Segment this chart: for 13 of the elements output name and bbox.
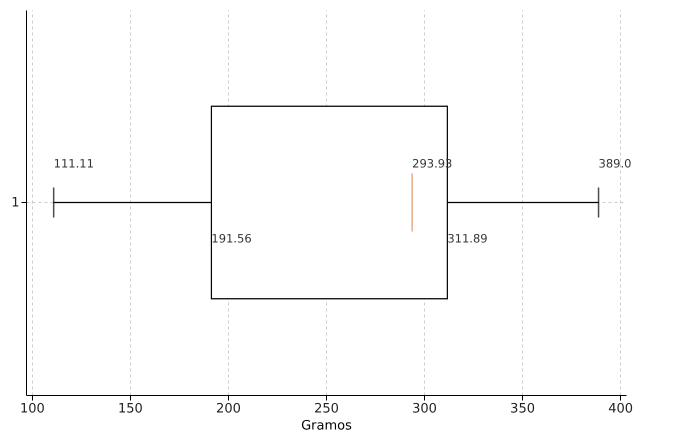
- x-tick-label: 400: [608, 402, 634, 416]
- x-tick-label: 100: [20, 402, 45, 416]
- y-tick-label: 1: [11, 196, 20, 210]
- x-tick-label: 300: [412, 402, 437, 416]
- x-axis-title: Gramos: [301, 418, 352, 434]
- x-tick-label: 150: [118, 402, 143, 416]
- x-tick-label: 250: [314, 402, 339, 416]
- annotation: 111.11: [54, 156, 94, 170]
- annotation: 311.89: [447, 232, 488, 246]
- x-tick-label: 350: [510, 402, 535, 416]
- x-tick-label: 200: [216, 402, 241, 416]
- annotation: 191.56: [211, 232, 252, 246]
- annotation: 389.0: [598, 156, 632, 170]
